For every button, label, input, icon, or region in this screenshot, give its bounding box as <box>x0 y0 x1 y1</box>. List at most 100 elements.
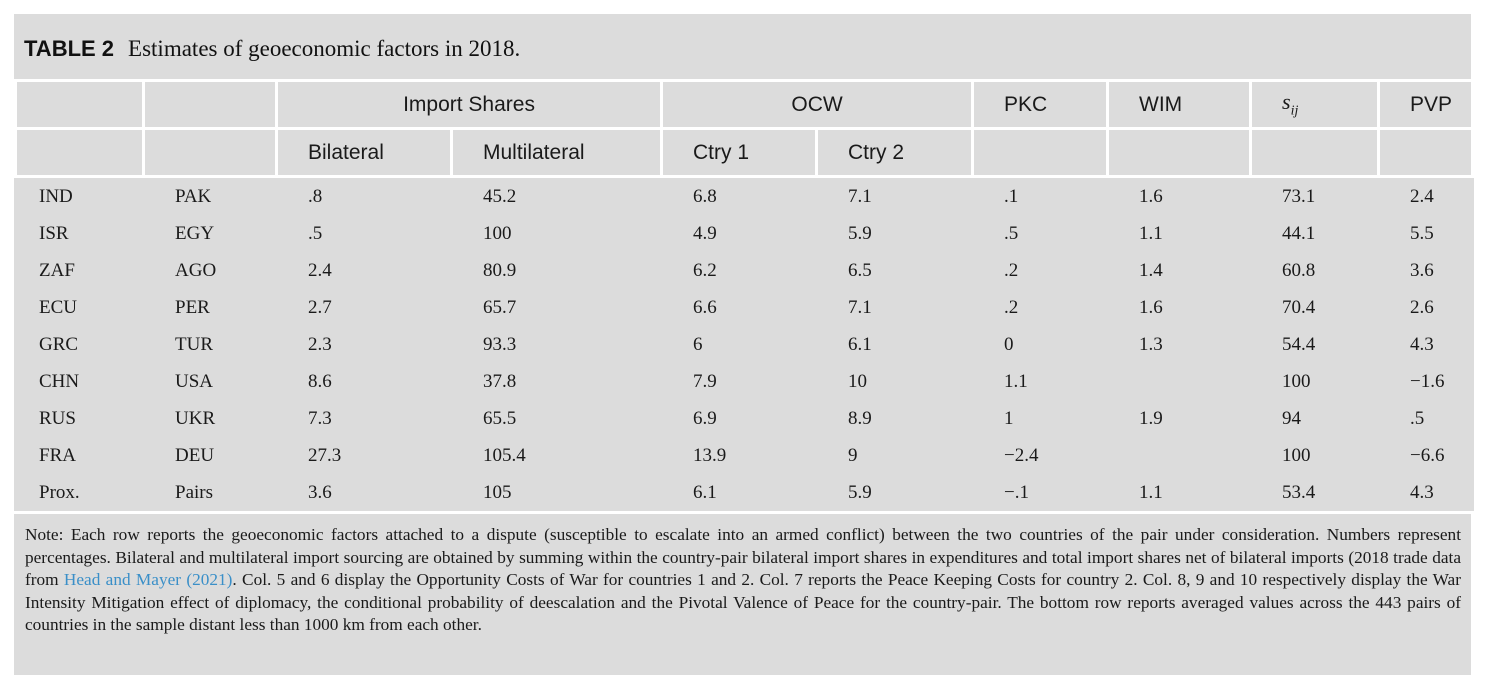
cell-bilateral: .8 <box>275 175 453 215</box>
cell-sij: 53.4 <box>1249 474 1381 514</box>
cell-wim: 1.1 <box>1106 215 1253 252</box>
cell-ocw-ctry2: 10 <box>815 363 975 400</box>
cell-country-2: AGO <box>142 252 278 289</box>
cell-ocw-ctry1: 6 <box>660 326 819 363</box>
cell-ocw-ctry1: 6.2 <box>660 252 819 289</box>
cell-bilateral: 27.3 <box>275 437 453 474</box>
table-row: FRA DEU 27.3 105.4 13.9 9 −2.4 100 −6.6 <box>14 437 1475 474</box>
cell-country-1: ZAF <box>14 252 145 289</box>
cell-wim: 1.6 <box>1106 175 1253 215</box>
cell-ocw-ctry1: 6.8 <box>660 175 819 215</box>
cell-pvp: −1.6 <box>1377 363 1475 400</box>
cell-ocw-ctry1: 13.9 <box>660 437 819 474</box>
cell-ocw-ctry2: 7.1 <box>815 175 975 215</box>
cell-ocw-ctry2: 6.1 <box>815 326 975 363</box>
cell-multilateral: 105.4 <box>449 437 664 474</box>
table-label: TABLE 2 <box>24 36 115 61</box>
cell-multilateral: 65.7 <box>449 289 664 326</box>
header-empty-cell <box>142 127 278 178</box>
note-text-start: Note: Each row reports the geoeconomic f… <box>25 525 1461 590</box>
cell-sij: 100 <box>1249 437 1381 474</box>
cell-pvp: 4.3 <box>1377 326 1475 363</box>
cell-country-2: PER <box>142 289 278 326</box>
header-import-shares: Import Shares <box>274 79 664 130</box>
cell-country-2: Pairs <box>142 474 278 514</box>
cell-wim: 1.3 <box>1106 326 1253 363</box>
cell-ocw-ctry2: 5.9 <box>815 474 975 514</box>
cell-country-1: CHN <box>14 363 145 400</box>
cell-bilateral: 2.4 <box>275 252 453 289</box>
cell-country-2: TUR <box>142 326 278 363</box>
header-wim: WIM <box>1106 79 1253 130</box>
cell-ocw-ctry1: 6.1 <box>660 474 819 514</box>
header-row-1: Import Shares OCW PKC WIM sij PVP <box>14 79 1475 130</box>
cell-country-2: EGY <box>142 215 278 252</box>
cell-country-1: IND <box>14 175 145 215</box>
cell-pkc: −.1 <box>971 474 1110 514</box>
header-empty-cell <box>1249 127 1381 178</box>
header-empty-cell <box>142 79 278 130</box>
header-pkc: PKC <box>971 79 1110 130</box>
cell-sij: 44.1 <box>1249 215 1381 252</box>
cell-bilateral: .5 <box>275 215 453 252</box>
header-multilateral: Multilateral <box>449 127 664 178</box>
cell-wim: 1.9 <box>1106 400 1253 437</box>
header-row-2: Bilateral Multilateral Ctry 1 Ctry 2 <box>14 127 1475 178</box>
cell-pvp: 5.5 <box>1377 215 1475 252</box>
cell-bilateral: 2.7 <box>275 289 453 326</box>
table-row: CHN USA 8.6 37.8 7.9 10 1.1 100 −1.6 <box>14 363 1475 400</box>
cell-pkc: 0 <box>971 326 1110 363</box>
cell-pvp: 3.6 <box>1377 252 1475 289</box>
cell-pkc: .1 <box>971 175 1110 215</box>
cell-pvp: 4.3 <box>1377 474 1475 514</box>
cell-wim: 1.6 <box>1106 289 1253 326</box>
cell-ocw-ctry2: 6.5 <box>815 252 975 289</box>
header-ocw: OCW <box>660 79 975 130</box>
cell-pkc: 1.1 <box>971 363 1110 400</box>
table-row: RUS UKR 7.3 65.5 6.9 8.9 1 1.9 94 .5 <box>14 400 1475 437</box>
cell-bilateral: 2.3 <box>275 326 453 363</box>
cell-multilateral: 37.8 <box>449 363 664 400</box>
table-row: Prox. Pairs 3.6 105 6.1 5.9 −.1 1.1 53.4… <box>14 474 1475 514</box>
header-empty-cell <box>14 127 145 178</box>
cell-country-2: UKR <box>142 400 278 437</box>
cell-bilateral: 8.6 <box>275 363 453 400</box>
table-row: ZAF AGO 2.4 80.9 6.2 6.5 .2 1.4 60.8 3.6 <box>14 252 1475 289</box>
cell-wim: 1.1 <box>1106 474 1253 514</box>
cell-pvp: 2.4 <box>1377 175 1475 215</box>
cell-pkc: −2.4 <box>971 437 1110 474</box>
cell-sij: 70.4 <box>1249 289 1381 326</box>
header-empty-cell <box>1377 127 1475 178</box>
cell-pvp: .5 <box>1377 400 1475 437</box>
cell-ocw-ctry2: 8.9 <box>815 400 975 437</box>
table-row: ECU PER 2.7 65.7 6.6 7.1 .2 1.6 70.4 2.6 <box>14 289 1475 326</box>
cell-multilateral: 45.2 <box>449 175 664 215</box>
cell-ocw-ctry2: 7.1 <box>815 289 975 326</box>
cell-sij: 54.4 <box>1249 326 1381 363</box>
cell-wim <box>1106 437 1253 474</box>
table-row: IND PAK .8 45.2 6.8 7.1 .1 1.6 73.1 2.4 <box>14 175 1475 215</box>
header-empty-cell <box>14 79 145 130</box>
header-sij-base: s <box>1282 89 1291 115</box>
cell-ocw-ctry1: 6.6 <box>660 289 819 326</box>
cell-multilateral: 105 <box>449 474 664 514</box>
cell-sij: 94 <box>1249 400 1381 437</box>
table-caption: TABLE 2 Estimates of geoeconomic factors … <box>24 36 520 62</box>
cell-sij: 60.8 <box>1249 252 1381 289</box>
cell-bilateral: 7.3 <box>275 400 453 437</box>
table-row: GRC TUR 2.3 93.3 6 6.1 0 1.3 54.4 4.3 <box>14 326 1475 363</box>
cell-wim: 1.4 <box>1106 252 1253 289</box>
header-sij-subscript: ij <box>1290 103 1299 119</box>
cell-country-1: RUS <box>14 400 145 437</box>
cell-ocw-ctry1: 7.9 <box>660 363 819 400</box>
header-pvp: PVP <box>1377 79 1475 130</box>
header-empty-cell <box>971 127 1110 178</box>
cell-country-2: PAK <box>142 175 278 215</box>
cell-multilateral: 65.5 <box>449 400 664 437</box>
cell-pvp: −6.6 <box>1377 437 1475 474</box>
data-table: Import Shares OCW PKC WIM sij PVP Bilate… <box>14 79 1475 514</box>
citation-link[interactable]: Head and Mayer (2021) <box>63 570 233 590</box>
cell-sij: 100 <box>1249 363 1381 400</box>
cell-bilateral: 3.6 <box>275 474 453 514</box>
cell-ocw-ctry2: 9 <box>815 437 975 474</box>
